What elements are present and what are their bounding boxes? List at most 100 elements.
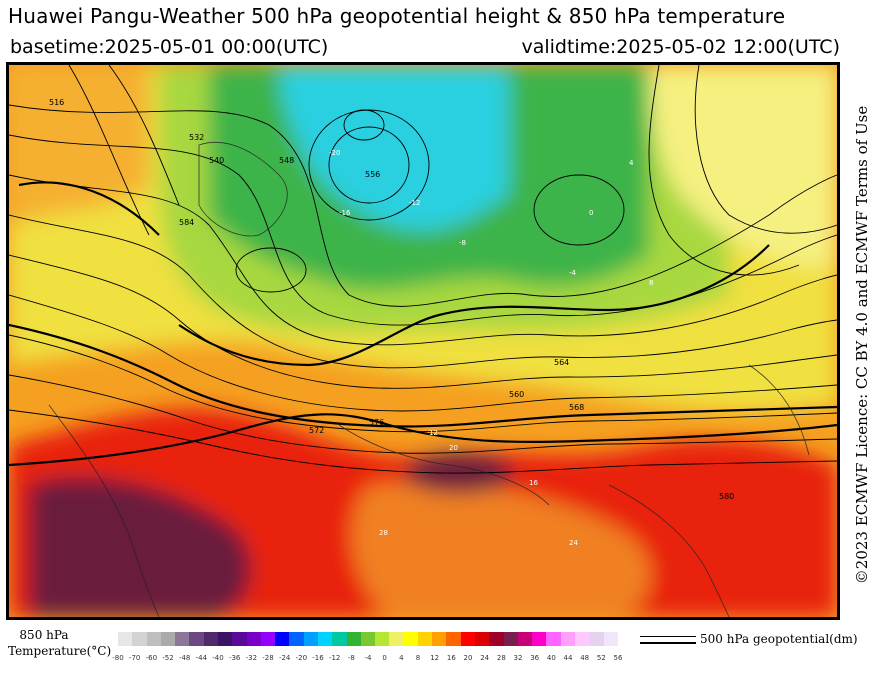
colorbar-tick-label: -36 [228,654,241,662]
colorbar-tick-label: -52 [162,654,174,662]
colorbar-tick-label: 36 [530,654,540,662]
colorbar-swatch [460,632,476,646]
contour-label: 564 [554,358,569,367]
colorbar-swatch [603,632,618,646]
temperature-label: -20 [329,149,340,157]
colorbar-swatch [560,632,575,646]
colorbar-swatch [317,632,333,646]
map-canvas: 516 532 540 548 556 560 564 568 572 576 580 584 -20 -… [9,65,837,617]
colorbar-swatch [232,632,247,646]
contour-label: 572 [309,426,324,435]
colorbar-tick-label: 28 [496,654,506,662]
colorbar-tick-label: 16 [446,654,456,662]
contour-label: 576 [369,418,384,427]
colorbar-tick-label: -32 [245,654,258,662]
coastlines [48,141,810,617]
temperature-band-hottest-west [29,477,251,617]
colorbar-tick-label: 40 [546,654,556,662]
geopotential-contours-thick [9,181,837,467]
geopotential-legend-label: 500 hPa geopotential(dm) [700,632,858,646]
contour-label: 568 [569,403,584,412]
colorbar-swatch [389,632,404,646]
colorbar-tick-label: -24 [278,654,291,662]
contour-label: 532 [189,133,204,142]
license-text: ©2023 ECMWF Licence: CC BY 4.0 and ECMWF… [852,80,870,610]
temperature-label: 16 [529,479,538,487]
temperature-label: 0 [589,209,593,217]
colorbar-swatch [260,632,276,646]
colorbar-swatch [432,632,447,646]
colorbar-swatch [403,632,418,646]
temperature-colorbar-ticks: -80 -70 -60 -52 -48 -44 -40 -36 -32 -28 -24 -20 -16-… [112,654,622,666]
colorbar-swatch [517,632,533,646]
license-label: ©2023 ECMWF Licence: CC BY 4.0 and ECMWF… [853,105,870,585]
temperature-band-warmer-south [351,482,651,617]
temperature-band-west [9,65,149,225]
colorbar-swatch [289,632,304,646]
temperature-label: 28 [379,529,388,537]
colorbar-tick-label: 0 [382,654,387,662]
colorbar-tick-label: -80 [112,654,124,662]
contour-label: 548 [279,156,294,165]
temperature-label: 4 [629,159,634,167]
colorbar-swatch [503,632,518,646]
colorbar-tick-label: -28 [262,654,274,662]
temperature-band-east [649,65,837,267]
colorbar-tick-label: -4 [364,654,372,662]
colorbar-swatch [375,632,390,646]
contour-label: 540 [209,156,224,165]
geopotential-line-legend: 500 hPa geopotential(dm) [640,632,865,652]
contour-label: 556 [365,170,380,179]
colorbar-swatch [275,632,290,646]
temperature-legend-line2: Temperature(°C) [8,644,112,658]
colorbar-swatch [575,632,590,646]
thick-line-sample [640,642,696,644]
geopotential-contours [9,65,837,474]
colorbar-tick-label: -40 [212,654,224,662]
contour-label: 516 [49,98,64,107]
colorbar-swatch [203,632,218,646]
colorbar-tick-label: 48 [580,654,590,662]
temperature-label: 20 [449,444,458,452]
colorbar-swatch [175,632,190,646]
colorbar-tick-label: -60 [145,654,158,662]
basetime-label: basetime:2025-05-01 00:00(UTC) [10,36,329,58]
contour-label: 580 [719,492,734,501]
colorbar-tick-label: 56 [613,654,623,662]
colorbar-swatch [332,632,347,646]
colorbar-swatch [546,632,561,646]
colorbar-swatch [446,632,461,646]
temperature-label: -8 [459,239,466,247]
map-panel: 516 532 540 548 556 560 564 568 572 576 580 584 -20 -… [6,62,840,620]
temperature-label: 12 [429,429,438,437]
temperature-label: -4 [569,269,577,277]
thin-line-sample [640,636,696,637]
colorbar-swatch [303,632,318,646]
temperature-label: -12 [409,199,420,207]
colorbar-swatch [189,632,204,646]
colorbar-tick-label: 32 [513,654,523,662]
colorbar-tick-label: 8 [415,654,421,662]
colorbar-tick-label: -48 [178,654,191,662]
contour-label: 584 [179,218,194,227]
colorbar-swatch [118,632,133,646]
temperature-band-cold [279,65,509,231]
colorbar-tick-label: 24 [480,654,490,662]
colorbar-swatch [417,632,433,646]
colorbar-swatch [589,632,604,646]
colorbar-tick-label: 44 [563,654,573,662]
temperature-legend-line1: 850 hPa [19,628,69,642]
colorbar-swatch [246,632,261,646]
colorbar-swatch [360,632,376,646]
colorbar-swatch [532,632,547,646]
temperature-label: 8 [649,279,653,287]
colorbar-tick-label: -20 [295,654,308,662]
colorbar-swatch [346,632,361,646]
colorbar-tick-label: 12 [430,654,440,662]
colorbar-swatch [475,632,490,646]
colorbar-swatch [489,632,504,646]
colorbar-tick-label: -8 [347,654,355,662]
colorbar-tick-label: 20 [463,654,473,662]
temperature-colorbar [118,632,618,646]
colorbar-swatch [160,632,176,646]
